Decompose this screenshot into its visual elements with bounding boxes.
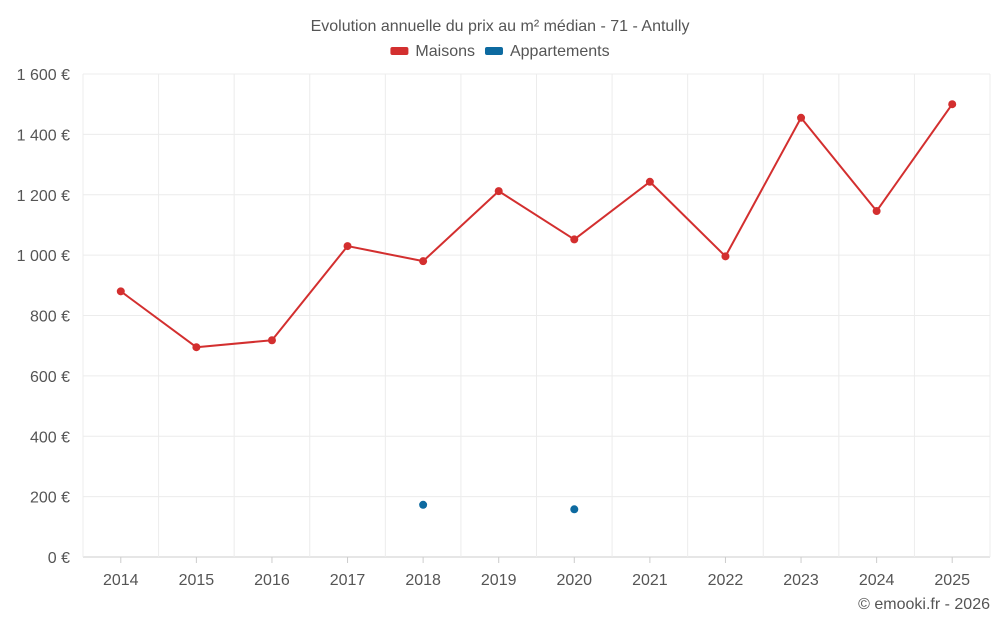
data-point-maisons: [419, 257, 428, 266]
data-point-maisons: [494, 187, 503, 196]
chart-title: Evolution annuelle du prix au m² médian …: [311, 18, 690, 35]
x-tick-label: 2021: [632, 572, 668, 589]
credit-text: © emooki.fr - 2026: [858, 596, 990, 613]
x-tick-label: 2023: [783, 572, 819, 589]
data-point-maisons: [645, 177, 654, 186]
data-point-maisons: [948, 100, 957, 109]
legend-swatch: [390, 47, 409, 55]
data-point-maisons: [570, 235, 579, 244]
y-tick-label: 1 600 €: [17, 67, 70, 84]
legend: Maisons Appartements: [390, 43, 610, 60]
data-point-maisons: [192, 343, 201, 352]
y-tick-label: 1 200 €: [17, 188, 70, 205]
legend-label: Appartements: [510, 43, 610, 60]
legend-swatch: [484, 47, 503, 55]
data-point-maisons: [721, 252, 730, 261]
data-point-appartements: [419, 500, 428, 509]
x-tick-label: 2016: [254, 572, 290, 589]
x-tick-label: 2024: [859, 572, 895, 589]
x-tick-label: 2018: [405, 572, 441, 589]
data-point-maisons: [267, 336, 276, 345]
legend-item-appartements: Appartements: [484, 43, 610, 60]
y-tick-label: 1 400 €: [17, 127, 70, 144]
data-point-maisons: [797, 113, 806, 122]
y-tick-label: 400 €: [30, 429, 70, 446]
x-tick-label: 2025: [934, 572, 970, 589]
axes: 0 € 200 € 400 € 600 € 800 € 1 000 € 1 200 € 1 4…: [17, 67, 970, 589]
series: [116, 100, 957, 514]
y-tick-label: 0 €: [48, 550, 70, 567]
y-tick-label: 1 000 €: [17, 248, 70, 265]
series-line-maisons: [120, 103, 954, 349]
data-point-maisons: [116, 287, 125, 296]
data-point-maisons: [872, 207, 881, 216]
grid: [82, 73, 991, 558]
data-point-maisons: [343, 242, 352, 251]
y-tick-label: 800 €: [30, 309, 70, 326]
legend-label: Maisons: [415, 43, 475, 60]
x-tick-label: 2014: [103, 572, 139, 589]
x-tick-label: 2020: [556, 572, 592, 589]
x-tick-label: 2019: [481, 572, 517, 589]
data-point-appartements: [570, 505, 579, 514]
legend-item-maisons: Maisons: [390, 43, 475, 60]
x-tick-label: 2022: [708, 572, 744, 589]
y-tick-label: 600 €: [30, 369, 70, 386]
x-tick-label: 2017: [330, 572, 366, 589]
x-tick-label: 2015: [179, 572, 215, 589]
y-tick-label: 200 €: [30, 490, 70, 507]
